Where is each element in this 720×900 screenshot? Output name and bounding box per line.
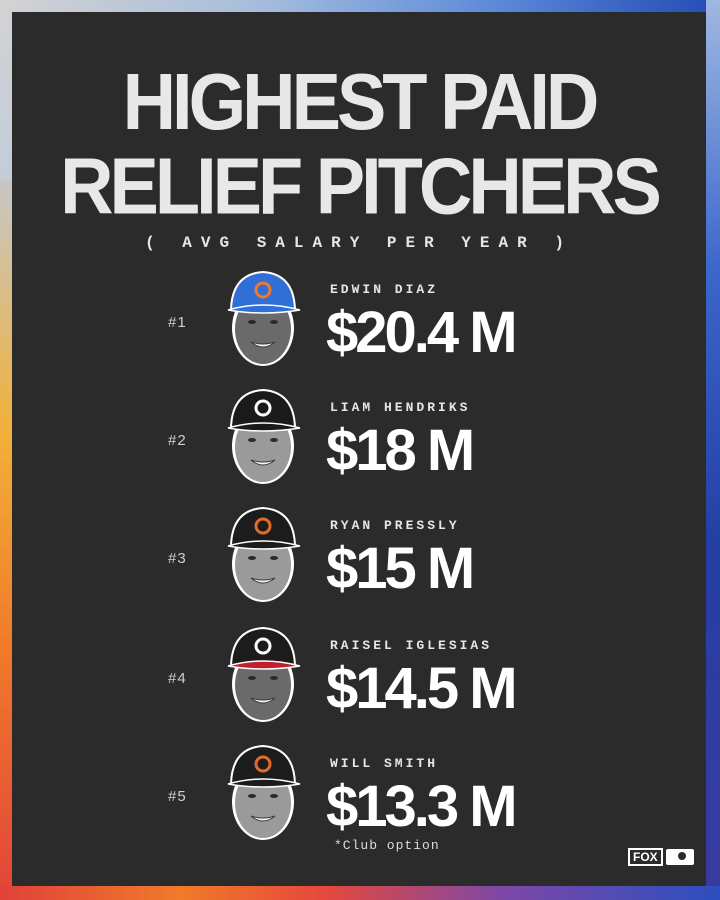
pitcher-salary: $15 M	[326, 536, 475, 601]
pitcher-row: #5 WILL SMITH $13.3 M	[12, 740, 706, 850]
pitcher-row: #1 EDWIN DIAZ $20.4 M	[12, 266, 706, 376]
title-line-2: RELIEF PITCHERS	[60, 141, 662, 231]
pitcher-name: RAISEL IGLESIAS	[330, 638, 493, 653]
pitcher-headshot	[224, 384, 302, 488]
pitcher-headshot	[224, 740, 302, 844]
page-title: HIGHEST PAID RELIEF PITCHERS	[12, 56, 706, 231]
pitcher-salary: $14.5 M	[326, 656, 518, 721]
pitcher-salary: $13.3 M	[326, 774, 518, 839]
pitcher-name: LIAM HENDRIKS	[330, 400, 471, 415]
pitcher-name: RYAN PRESSLY	[330, 518, 460, 533]
page-subtitle: ( AVG SALARY PER YEAR )	[145, 234, 573, 252]
pitcher-headshot	[224, 502, 302, 606]
title-line-1: HIGHEST PAID	[122, 56, 600, 147]
pitcher-headshot	[224, 622, 302, 726]
pitcher-rank: #2	[168, 432, 187, 449]
pitcher-salary: $18 M	[326, 418, 475, 483]
pitcher-rank: #3	[168, 550, 187, 567]
frame-left-edge	[0, 180, 12, 900]
pitcher-row: #3 RYAN PRESSLY $15 M	[12, 502, 706, 612]
pitcher-rank: #4	[168, 670, 187, 687]
pitcher-rank: #1	[168, 314, 187, 331]
frame-right-edge	[706, 0, 720, 900]
pitcher-row: #4 RAISEL IGLESIAS $14.5 M	[12, 622, 706, 732]
pitcher-headshot	[224, 266, 302, 370]
graphic-panel: HIGHEST PAID RELIEF PITCHERS ( AVG SALAR…	[12, 12, 706, 886]
mlb-logo	[665, 849, 694, 865]
pitcher-rank: #5	[168, 788, 187, 805]
pitcher-row: #2 LIAM HENDRIKS $18 M	[12, 384, 706, 494]
pitcher-name: WILL SMITH	[330, 756, 439, 771]
pitcher-salary: $20.4 M	[326, 300, 518, 365]
footnote: *Club option	[334, 838, 440, 853]
pitcher-name: EDWIN DIAZ	[330, 282, 439, 297]
frame-bottom-edge	[0, 886, 720, 900]
broadcaster-logos: FOX	[628, 848, 694, 866]
fox-logo: FOX	[628, 848, 663, 866]
